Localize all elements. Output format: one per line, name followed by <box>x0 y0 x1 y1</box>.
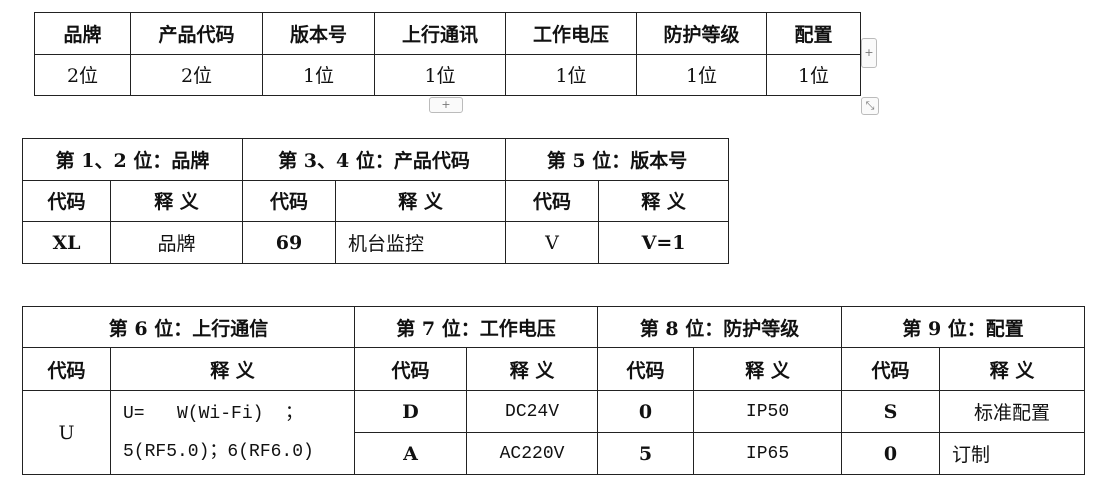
meaning-header: 释 义 <box>109 179 244 223</box>
code-cell: D <box>354 390 468 433</box>
code-header: 代码 <box>841 347 941 391</box>
value-cell: 2位 <box>34 53 131 96</box>
code-table-1-5: 第 1、2 位：品牌 第 3、4 位：产品代码 第 5 位：版本号 代码 释 义… <box>21 138 730 264</box>
code-cell: 0 <box>841 432 941 475</box>
header-cell: 配置 <box>766 12 861 55</box>
code-cell: 69 <box>242 221 337 264</box>
value-row: 2位 2位 1位 1位 1位 1位 1位 <box>34 53 861 96</box>
meaning-cell: IP65 <box>693 432 843 475</box>
code-header: 代码 <box>354 347 468 391</box>
meaning-cell: IP50 <box>693 390 843 433</box>
code-cell: S <box>841 390 941 433</box>
group-header: 第 9 位：配置 <box>841 306 1086 348</box>
meaning-cell: 品牌 <box>109 221 244 264</box>
value-cell: 2位 <box>130 53 263 96</box>
code-cell: XL <box>22 221 111 264</box>
comm-code-cell: U <box>22 390 111 475</box>
code-header: 代码 <box>597 347 695 391</box>
meaning-header: 释 义 <box>466 347 599 391</box>
group-header: 第 3、4 位：产品代码 <box>242 138 507 181</box>
meaning-cell: AC220V <box>466 432 599 475</box>
header-cell: 产品代码 <box>130 12 263 55</box>
code-cell: A <box>354 432 468 475</box>
group-header: 第 1、2 位：品牌 <box>21 138 244 181</box>
code-header: 代码 <box>22 179 111 223</box>
header-cell: 工作电压 <box>505 12 637 55</box>
header-cell: 版本号 <box>262 12 375 55</box>
value-cell: 1位 <box>766 53 861 96</box>
code-cell: 5 <box>597 432 695 475</box>
meaning-header: 释 义 <box>939 347 1086 391</box>
code-header: 代码 <box>505 179 600 223</box>
comm-line-1: U= W(Wi-Fi) ； <box>123 403 304 424</box>
code-cell: V <box>505 221 600 264</box>
code-header: 代码 <box>22 347 111 391</box>
add-row-button[interactable]: + <box>429 97 463 113</box>
header-cell: 品牌 <box>34 12 131 55</box>
comm-meaning-cell: U= W(Wi-Fi) ； 5(RF5.0)；6(RF6.0) <box>109 390 356 475</box>
group-header: 第 7 位：工作电压 <box>354 306 599 348</box>
meaning-cell: DC24V <box>466 390 599 433</box>
code-table-6-9: 第 6 位：上行通信 第 7 位：工作电压 第 8 位：防护等级 第 9 位：配… <box>21 306 1086 475</box>
meaning-header: 释 义 <box>693 347 843 391</box>
comm-line-2: 5(RF5.0)；6(RF6.0) <box>123 441 314 462</box>
code-cell: 0 <box>597 390 695 433</box>
meaning-cell: 订制 <box>939 432 1086 475</box>
header-cell: 上行通讯 <box>374 12 506 55</box>
group-header: 第 5 位：版本号 <box>505 138 730 181</box>
resize-handle-icon[interactable]: ⤡ <box>861 97 879 115</box>
group-header: 第 6 位：上行通信 <box>21 306 356 348</box>
value-cell: 1位 <box>374 53 506 96</box>
meaning-cell: 机台监控 <box>335 221 507 264</box>
value-cell: 1位 <box>505 53 637 96</box>
add-column-button[interactable]: + <box>861 38 877 68</box>
meaning-header: 释 义 <box>335 179 507 223</box>
meaning-header: 释 义 <box>109 347 356 391</box>
value-cell: 1位 <box>636 53 767 96</box>
header-cell: 防护等级 <box>636 12 767 55</box>
bit-layout-table: 品牌 产品代码 版本号 上行通讯 工作电压 防护等级 配置 2位 2位 1位 1… <box>34 12 861 96</box>
meaning-cell: 标准配置 <box>939 390 1086 433</box>
value-cell: 1位 <box>262 53 375 96</box>
meaning-cell: V=1 <box>598 221 730 264</box>
meaning-header: 释 义 <box>598 179 730 223</box>
header-row: 品牌 产品代码 版本号 上行通讯 工作电压 防护等级 配置 <box>34 12 861 55</box>
code-header: 代码 <box>242 179 337 223</box>
group-header: 第 8 位：防护等级 <box>597 306 843 348</box>
